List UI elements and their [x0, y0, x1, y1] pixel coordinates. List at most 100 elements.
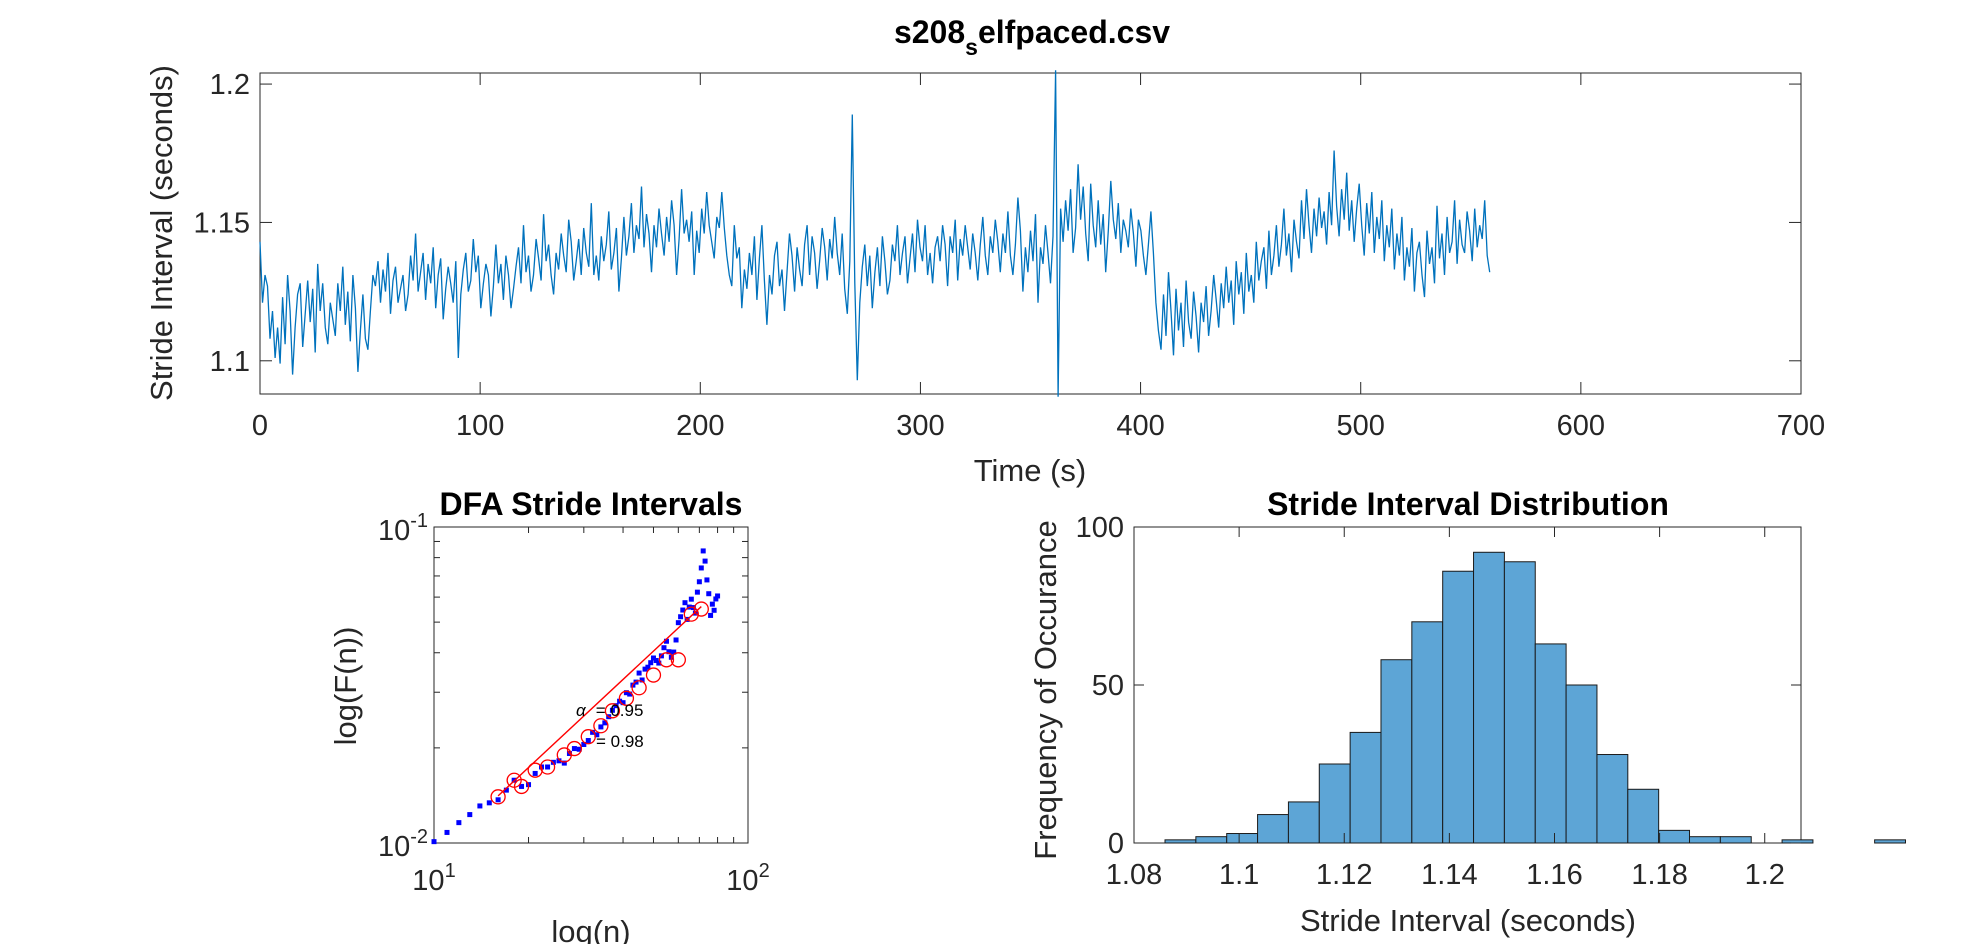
dfa-point — [486, 800, 492, 806]
dfa-point — [678, 614, 684, 620]
histogram-ticks: 1.08 1.1 1.12 1.14 1.16 1.18 1.2 0 50 100 — [1076, 512, 1801, 891]
dfa-point — [696, 579, 702, 585]
dfa-point — [688, 596, 694, 602]
histogram-bar — [1349, 731, 1382, 844]
dfa-point — [711, 607, 717, 613]
dfa-point — [682, 600, 688, 606]
dfa-point — [623, 690, 629, 696]
dfa-point — [602, 720, 608, 726]
dfa-binned-point — [658, 652, 675, 668]
dfa-point — [627, 691, 633, 697]
figure-title-main: s208 — [894, 14, 965, 50]
dfa-point — [571, 746, 577, 752]
dfa-binned-point — [566, 740, 583, 757]
dfa-point — [636, 670, 642, 676]
time-series-series — [259, 70, 1491, 397]
dfa-binned-point — [527, 762, 543, 778]
dfa-point — [661, 645, 667, 651]
histogram-xtick-label: 1.2 — [1745, 859, 1785, 891]
dfa-point — [715, 593, 721, 599]
dfa-xlabel: log(n) — [551, 914, 630, 944]
histogram-xtick-label: 1.14 — [1421, 859, 1477, 891]
dfa-point — [495, 797, 501, 803]
dfa-annotation-alpha: α = 0.95 — [576, 701, 643, 720]
time-series-xtick-label: 200 — [676, 410, 724, 442]
dfa-point — [590, 729, 596, 735]
dfa-point — [639, 677, 645, 683]
dfa-point — [673, 637, 679, 643]
time-series-ylabel: Stride Interval (seconds) — [144, 65, 179, 401]
dfa-point — [656, 660, 662, 666]
dfa-binned-point — [580, 729, 596, 745]
dfa-point — [532, 770, 538, 776]
dfa-xtick-label-base: 10 — [412, 865, 444, 897]
histogram-xlabel: Stride Interval (seconds) — [1300, 903, 1636, 938]
dfa-point — [613, 703, 619, 709]
histogram-axes: Stride Interval Distribution 1.08 1.1 1.12… — [1028, 486, 1906, 938]
histogram-bar — [1534, 643, 1567, 844]
time-series-ytick-label: 1.2 — [210, 69, 250, 101]
dfa-point — [713, 596, 719, 602]
dfa-point — [431, 839, 437, 845]
histogram-title: Stride Interval Distribution — [1267, 486, 1669, 522]
histogram-bar — [1719, 836, 1752, 844]
dfa-point — [503, 787, 509, 793]
histogram-xtick-label: 1.16 — [1526, 859, 1582, 891]
dfa-point — [576, 746, 582, 752]
dfa-point — [519, 783, 525, 789]
dfa-point — [467, 812, 473, 818]
dfa-xtick-label: 101 — [412, 860, 455, 897]
time-series-xtick-label: 600 — [1557, 410, 1605, 442]
time-series-ytick-label: 1.1 — [210, 346, 250, 378]
histogram-bar — [1164, 839, 1197, 844]
dfa-point — [620, 700, 626, 706]
dfa-point — [706, 591, 712, 597]
histogram-bar — [1195, 836, 1228, 844]
dfa-ytick-label: 10-1 — [378, 510, 428, 547]
dfa-xtick-label: 102 — [726, 860, 769, 897]
dfa-point — [671, 649, 677, 655]
dfa-point — [675, 620, 681, 626]
dfa-annotation-alpha-value: = 0.95 — [596, 701, 644, 720]
dfa-binned-point — [604, 703, 621, 719]
dfa-ytick-label-exponent: -1 — [410, 510, 428, 532]
dfa-ylabel: log(F(n)) — [328, 627, 363, 746]
figure-title: s208selfpaced.csv — [894, 14, 1170, 60]
histogram-bar — [1627, 788, 1660, 844]
time-series-ticks: 0 100 200 300 400 500 600 700 1.1 1.15 1.2 — [194, 69, 1826, 442]
dfa-ytick-label-exponent: -2 — [410, 826, 428, 848]
histogram-bar — [1380, 659, 1413, 844]
dfa-binned-point — [539, 759, 556, 775]
dfa-ytick-label-base: 10 — [378, 831, 410, 863]
dfa-point — [444, 829, 450, 835]
histogram-bar — [1689, 836, 1721, 844]
time-series-xtick-label: 700 — [1777, 410, 1825, 442]
histogram-bar — [1596, 754, 1629, 844]
histogram-ylabel: Frequency of Occurance — [1028, 520, 1063, 859]
histogram-xtick-label: 1.1 — [1219, 859, 1259, 891]
histogram-bar — [1318, 763, 1351, 844]
histogram-ytick-label: 100 — [1076, 512, 1124, 544]
dfa-point — [663, 638, 669, 644]
histogram-bar — [1442, 570, 1475, 844]
dfa-xtick-label-exponent: 2 — [759, 860, 770, 882]
dfa-annotation-r2: = 0.98 — [596, 732, 644, 751]
histogram-ytick-label: 0 — [1108, 828, 1124, 860]
time-series-xtick-label: 400 — [1116, 410, 1164, 442]
dfa-point — [585, 738, 591, 744]
time-series-xtick-label: 500 — [1337, 410, 1385, 442]
dfa-point — [609, 707, 615, 713]
histogram-bar — [1658, 829, 1691, 844]
histogram-xtick-label: 1.18 — [1631, 859, 1687, 891]
histogram-bar — [1411, 621, 1444, 844]
dfa-binned-point — [593, 718, 609, 734]
dfa-point — [653, 658, 659, 664]
time-series-axes: 0 100 200 300 400 500 600 700 1.1 1.15 1.2 Time (s… — [144, 65, 1825, 488]
dfa-point — [698, 565, 704, 571]
histogram-xtick-label: 1.08 — [1106, 859, 1162, 891]
figure-title-rest: elfpaced.csv — [978, 14, 1170, 50]
dfa-xtick-label-base: 10 — [726, 865, 758, 897]
dfa-binned-point — [490, 789, 506, 805]
